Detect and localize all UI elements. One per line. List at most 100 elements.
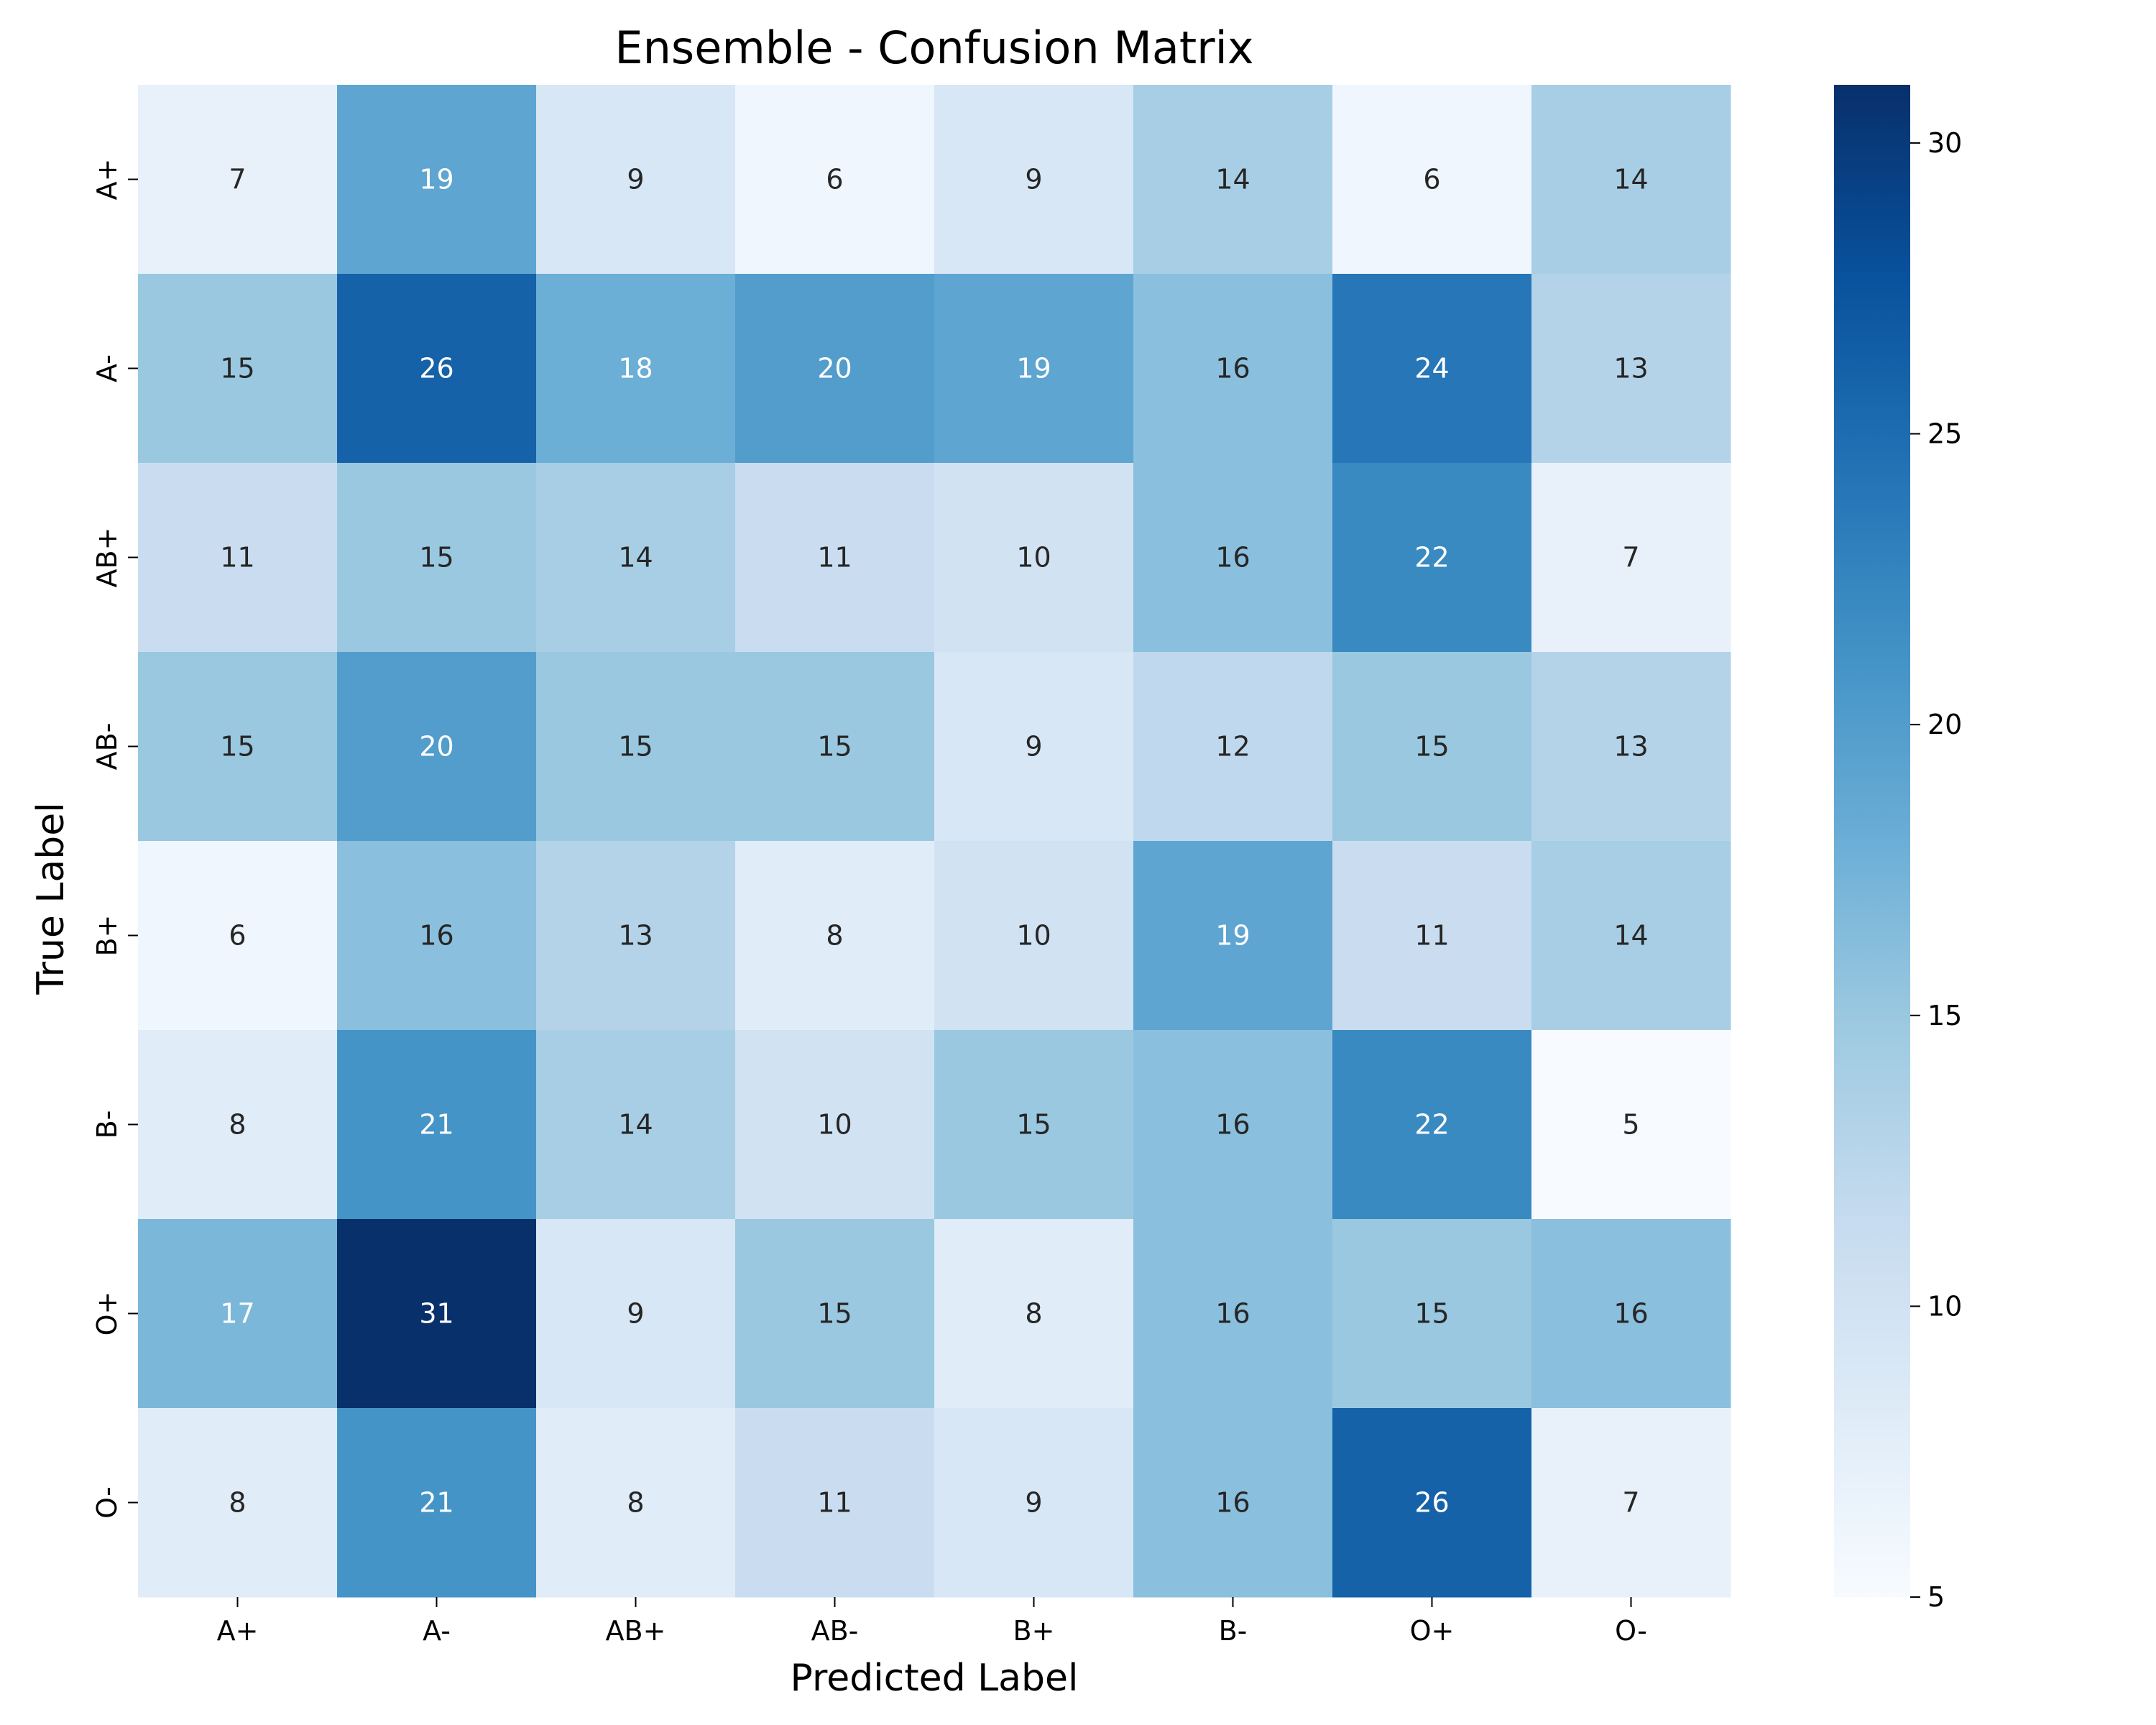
- x-tick-label: O+: [1410, 1615, 1455, 1647]
- cell-value-label: 14: [618, 542, 653, 574]
- heatmap-cell: [934, 1219, 1134, 1409]
- cell-value-label: 14: [618, 1109, 653, 1141]
- x-tick-label: B+: [1013, 1615, 1055, 1647]
- x-tick-label: AB-: [811, 1615, 859, 1647]
- cell-value-label: 24: [1414, 353, 1449, 385]
- cell-value-label: 14: [1215, 164, 1250, 196]
- heatmap-cell: [1531, 1408, 1731, 1598]
- heatmap-cell: [934, 652, 1134, 842]
- cell-value-label: 9: [1025, 1487, 1042, 1519]
- heatmap-cell: [735, 1030, 935, 1220]
- colorbar-tick-label: 30: [1927, 127, 1962, 159]
- heatmap-cell: [337, 463, 537, 653]
- heatmap-cell: [934, 1408, 1134, 1598]
- heatmap-cell: [536, 841, 736, 1031]
- heatmap-cell: [138, 274, 338, 464]
- cell-value-label: 26: [1414, 1487, 1449, 1519]
- cell-value-label: 15: [220, 731, 254, 763]
- heatmap-cell: [934, 841, 1134, 1031]
- colorbar-tick-label: 10: [1927, 1290, 1962, 1322]
- cell-value-label: 8: [229, 1487, 246, 1519]
- heatmap-cell: [337, 652, 537, 842]
- cell-value-label: 21: [419, 1487, 453, 1519]
- cell-value-label: 16: [1215, 1487, 1250, 1519]
- heatmap-cell: [735, 274, 935, 464]
- heatmap-cell: [1531, 85, 1731, 275]
- cell-value-label: 9: [1025, 164, 1042, 196]
- chart-title: Ensemble - Confusion Matrix: [614, 22, 1253, 74]
- heatmap-cell: [1531, 463, 1731, 653]
- heatmap-cells: 7 19 9 6 9 14 6 14 15 26 18 20 19 16 24 13 11 15 14 11 10 16 2…: [138, 85, 1731, 1598]
- cell-value-label: 7: [1622, 1487, 1639, 1519]
- heatmap-cell: [536, 1219, 736, 1409]
- heatmap-cell: [735, 463, 935, 653]
- heatmap-cell: [1332, 652, 1532, 842]
- cell-value-label: 17: [220, 1298, 254, 1330]
- heatmap-cell: [536, 1030, 736, 1220]
- heatmap-cell: [735, 85, 935, 275]
- x-tick-label: A-: [423, 1615, 451, 1647]
- x-axis-label: Predicted Label: [791, 1657, 1079, 1700]
- cell-value-label: 15: [419, 542, 453, 574]
- heatmap-cell: [1531, 652, 1731, 842]
- cell-value-label: 16: [1215, 1109, 1250, 1141]
- cell-value-label: 5: [1622, 1109, 1639, 1141]
- cell-value-label: 13: [1613, 731, 1648, 763]
- heatmap-cell: [337, 85, 537, 275]
- y-tick-label: O+: [91, 1292, 123, 1336]
- cell-value-label: 12: [1215, 731, 1250, 763]
- cell-value-label: 8: [826, 920, 843, 952]
- heatmap-cell: [1531, 841, 1731, 1031]
- heatmap-cell: [1133, 85, 1333, 275]
- cell-value-label: 13: [618, 920, 653, 952]
- colorbar-tick-label: 15: [1927, 1000, 1962, 1031]
- heatmap-cell: [536, 85, 736, 275]
- y-tick-label: B-: [91, 1110, 123, 1139]
- cell-value-label: 7: [1622, 542, 1639, 574]
- cell-value-label: 31: [419, 1298, 453, 1330]
- heatmap-cell: [138, 1030, 338, 1220]
- y-tick-label: AB+: [91, 528, 123, 588]
- heatmap-cell: [1332, 1030, 1532, 1220]
- cell-value-label: 16: [1215, 353, 1250, 385]
- heatmap-cell: [1133, 274, 1333, 464]
- heatmap-cell: [536, 274, 736, 464]
- heatmap-cell: [1531, 1219, 1731, 1409]
- cell-value-label: 6: [1423, 164, 1440, 196]
- cell-value-label: 15: [1016, 1109, 1051, 1141]
- cell-value-label: 8: [229, 1109, 246, 1141]
- y-tick-label: A+: [91, 159, 123, 201]
- colorbar-gradient: [1834, 85, 1910, 1597]
- cell-value-label: 15: [618, 731, 653, 763]
- cell-value-label: 18: [618, 353, 653, 385]
- heatmap-cell: [1133, 463, 1333, 653]
- cell-value-label: 9: [1025, 731, 1042, 763]
- cell-value-label: 26: [419, 353, 453, 385]
- cell-value-label: 16: [1613, 1298, 1648, 1330]
- cell-value-label: 7: [229, 164, 246, 196]
- cell-value-label: 11: [1414, 920, 1449, 952]
- y-axis-ticks: A+ A- AB+ AB- B+ B- O+ O-: [91, 159, 138, 1519]
- heatmap-cell: [1133, 841, 1333, 1031]
- cell-value-label: 16: [1215, 1298, 1250, 1330]
- cell-value-label: 6: [826, 164, 843, 196]
- cell-value-label: 10: [1016, 542, 1051, 574]
- heatmap-cell: [536, 1408, 736, 1598]
- heatmap-cell: [1332, 463, 1532, 653]
- cell-value-label: 15: [1414, 1298, 1449, 1330]
- cell-value-label: 20: [419, 731, 453, 763]
- x-tick-label: AB+: [606, 1615, 666, 1647]
- cell-value-label: 8: [627, 1487, 644, 1519]
- heatmap-cell: [138, 1219, 338, 1409]
- heatmap-cell: [138, 463, 338, 653]
- heatmap-cell: [536, 652, 736, 842]
- heatmap-cell: [735, 1219, 935, 1409]
- cell-value-label: 11: [817, 1487, 852, 1519]
- x-tick-label: A+: [217, 1615, 259, 1647]
- heatmap-cell: [138, 85, 338, 275]
- heatmap-cell: [337, 274, 537, 464]
- heatmap-cell: [934, 85, 1134, 275]
- heatmap-cell: [934, 274, 1134, 464]
- cell-value-label: 9: [627, 1298, 644, 1330]
- heatmap-cell: [1133, 1408, 1333, 1598]
